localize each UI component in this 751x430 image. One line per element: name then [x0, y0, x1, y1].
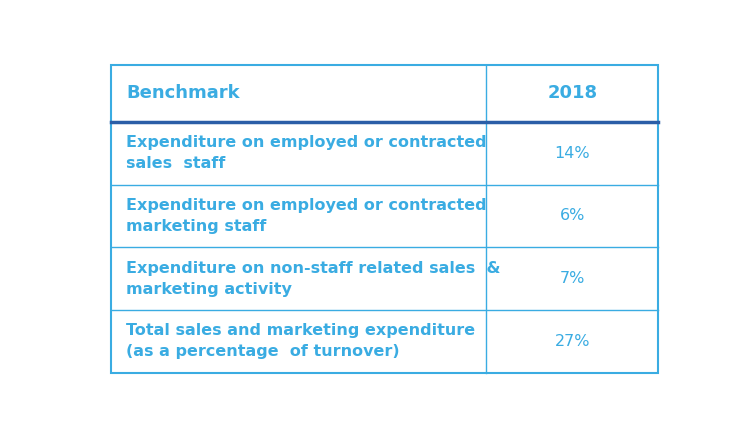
Text: 6%: 6%	[559, 209, 585, 224]
Text: Expenditure on employed or contracted
marketing staff: Expenditure on employed or contracted ma…	[126, 198, 487, 234]
Text: 7%: 7%	[559, 271, 585, 286]
Text: 14%: 14%	[554, 146, 590, 161]
Text: Total sales and marketing expenditure
(as a percentage  of turnover): Total sales and marketing expenditure (a…	[126, 323, 475, 359]
Text: Expenditure on non-staff related sales  &
marketing activity: Expenditure on non-staff related sales &…	[126, 261, 500, 297]
Text: 27%: 27%	[554, 334, 590, 349]
Text: 2018: 2018	[547, 84, 597, 102]
Text: Benchmark: Benchmark	[126, 84, 240, 102]
Text: Expenditure on employed or contracted
sales  staff: Expenditure on employed or contracted sa…	[126, 135, 487, 171]
